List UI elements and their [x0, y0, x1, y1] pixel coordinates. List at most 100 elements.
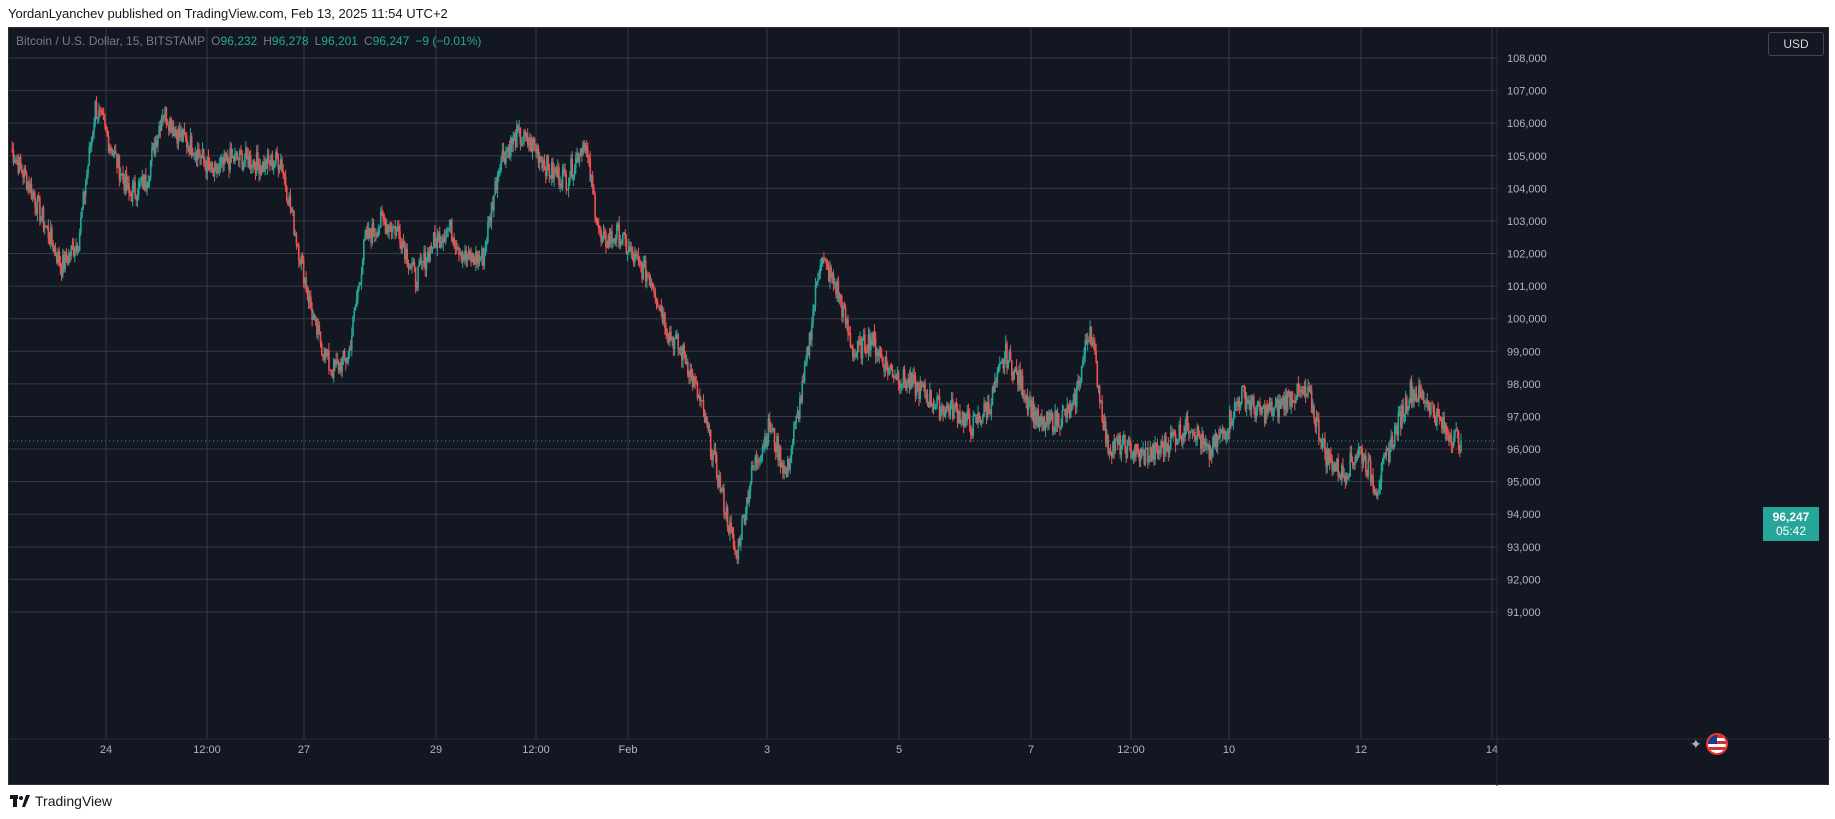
candle-body	[593, 187, 595, 195]
candle-body	[1030, 399, 1032, 418]
candle-body	[1234, 402, 1237, 404]
candle-body	[1230, 410, 1232, 426]
candle-body	[1113, 441, 1115, 451]
candle-body	[1244, 392, 1247, 410]
candle-body	[104, 119, 106, 126]
candle-body	[320, 343, 323, 355]
candle-body	[424, 252, 427, 271]
price-chart[interactable]: 108,000 107,000 106,000 105,000 104,000 103,0…	[9, 28, 1830, 786]
candle-body	[1039, 416, 1042, 422]
candle-body	[86, 173, 88, 185]
candle-body	[416, 287, 418, 289]
candle-body	[1380, 463, 1383, 483]
candle-body	[306, 289, 309, 294]
candle-body	[554, 168, 557, 171]
candle-body	[343, 351, 346, 359]
candle-body	[183, 129, 186, 135]
candle-body	[394, 226, 396, 236]
candle-body	[528, 144, 530, 146]
candle-body	[1112, 441, 1114, 458]
candle-body	[1096, 361, 1099, 387]
candle-body	[660, 305, 663, 314]
candle-body	[634, 252, 636, 263]
candle-body	[318, 324, 321, 332]
candle-body	[1127, 439, 1130, 441]
candle-body	[204, 159, 206, 165]
candle-body	[756, 461, 759, 463]
candle-body	[331, 374, 334, 378]
candle-body	[1336, 458, 1338, 471]
candle-body	[1330, 453, 1332, 460]
candle-body	[83, 191, 86, 197]
candle-body	[1204, 442, 1207, 447]
chart-frame[interactable]: 108,000 107,000 106,000 105,000 104,000 103,0…	[8, 27, 1830, 786]
candle-body	[294, 233, 297, 235]
candle-body	[312, 316, 315, 320]
candle-body	[1161, 441, 1164, 448]
candle-body	[732, 533, 735, 547]
candle-body	[935, 404, 937, 408]
candle-body	[825, 259, 828, 264]
y-tick-label: 96,000	[1507, 444, 1541, 456]
candle-body	[743, 515, 746, 524]
candle-body	[929, 390, 931, 407]
candle-body	[358, 285, 360, 289]
candle-body	[718, 475, 720, 487]
candle-body	[1119, 435, 1121, 455]
candle-body	[64, 252, 66, 269]
candle-body	[581, 148, 583, 155]
candle-body	[176, 132, 178, 144]
candle-body	[1089, 327, 1091, 341]
candle-body	[314, 316, 317, 319]
candle-body	[674, 335, 677, 339]
candle-body	[299, 260, 301, 264]
candle-body	[658, 305, 660, 308]
footer-brand[interactable]: TradingView	[10, 793, 112, 809]
candle-body	[466, 259, 469, 261]
candle-body	[453, 237, 455, 247]
candle-body	[146, 187, 148, 190]
candle-body	[1220, 429, 1223, 433]
candle-body	[1188, 430, 1190, 434]
candle-body	[1260, 410, 1262, 414]
candle-body	[1236, 402, 1238, 404]
candle-body	[1268, 404, 1271, 411]
sparkle-icon[interactable]: ✦	[1690, 735, 1702, 752]
candle-body	[746, 497, 748, 514]
candle-body	[1196, 426, 1199, 440]
candle-body	[682, 344, 684, 361]
candle-body	[827, 266, 830, 282]
candle-body	[874, 338, 877, 356]
candle-body	[246, 147, 248, 156]
candle-body	[711, 457, 713, 461]
candle-body	[731, 528, 734, 534]
candle-body	[446, 229, 448, 237]
candle-body	[1312, 406, 1314, 413]
candle-body	[1324, 438, 1326, 454]
candle-body	[1104, 421, 1107, 444]
candle-body	[835, 283, 837, 295]
candle-body	[186, 137, 188, 148]
candle-body	[76, 245, 79, 252]
candle-body	[1334, 463, 1337, 471]
candle-body	[332, 359, 335, 378]
candle-body	[287, 200, 289, 206]
us-flag-icon[interactable]	[1705, 733, 1728, 755]
candle-body	[127, 183, 129, 190]
candle-body	[529, 137, 531, 146]
candle-body	[1212, 437, 1214, 457]
candle-body	[1189, 431, 1191, 434]
candle-body	[1049, 412, 1052, 421]
candle-body	[258, 162, 260, 175]
candle-body	[561, 171, 564, 188]
candle-body	[985, 408, 988, 418]
candle-body	[537, 148, 540, 163]
candle-body	[814, 284, 817, 306]
currency-selector[interactable]: USD	[1768, 32, 1824, 56]
candle-body	[542, 160, 545, 169]
candle-body	[1032, 400, 1035, 423]
candle-body	[1448, 435, 1450, 442]
candle-body	[1360, 446, 1362, 449]
candle-body	[516, 125, 518, 148]
candle-body	[809, 332, 812, 341]
